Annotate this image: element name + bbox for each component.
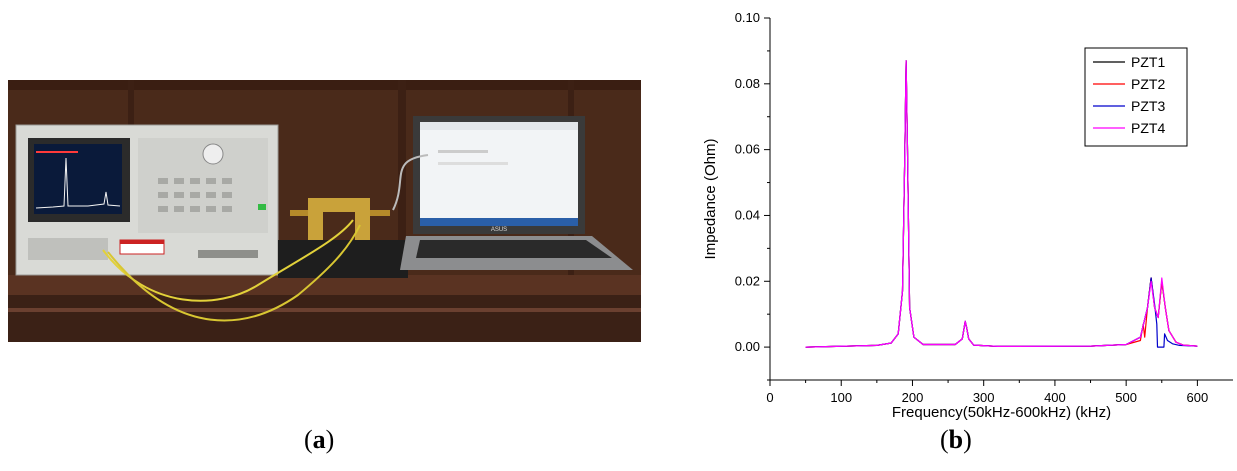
y-tick-label: 0.10: [735, 10, 760, 25]
x-tick-label: 500: [1115, 390, 1137, 405]
impedance-analyzer: [15, 124, 279, 276]
pzt-fixture: [278, 198, 408, 278]
legend-box: [1084, 47, 1188, 147]
legend-label: PZT3: [1131, 98, 1165, 114]
x-tick-label: 100: [830, 390, 852, 405]
legend-label: PZT2: [1131, 76, 1165, 92]
table-top: [8, 275, 641, 295]
usb-cable: [392, 154, 429, 211]
x-tick-label: 600: [1187, 390, 1209, 405]
y-tick-label: 0.02: [735, 273, 760, 288]
svg-text:ASUS: ASUS: [491, 227, 507, 233]
series-line-pzt4: [805, 60, 1198, 348]
y-tick-label: 0.04: [735, 207, 760, 222]
impedance-chart: 0 100 200 300 400 500 600 0.00 0.02 0.04 0.06 0.08 0…: [680, 0, 1237, 420]
panel-label-b: (b): [940, 425, 972, 454]
legend-label: PZT1: [1131, 54, 1165, 70]
y-axis-title: Impedance (Ohm): [702, 139, 719, 260]
y-tick-label: 0.08: [735, 76, 760, 91]
setup-photo: ASUS: [8, 80, 641, 342]
x-axis-title: Frequency(50kHz-600kHz) (kHz): [892, 404, 1111, 420]
legend-label: PZT4: [1131, 120, 1165, 136]
y-tick-label: 0.00: [735, 339, 760, 354]
y-tick-label: 0.06: [735, 142, 760, 157]
x-tick-label: 0: [766, 390, 773, 405]
x-tick-label: 400: [1044, 390, 1066, 405]
x-tick-label: 300: [973, 390, 995, 405]
panel-label-a: (a): [304, 425, 335, 454]
laptop: ASUS: [400, 116, 633, 270]
x-tick-label: 200: [902, 390, 924, 405]
yellow-cable: [102, 219, 354, 302]
